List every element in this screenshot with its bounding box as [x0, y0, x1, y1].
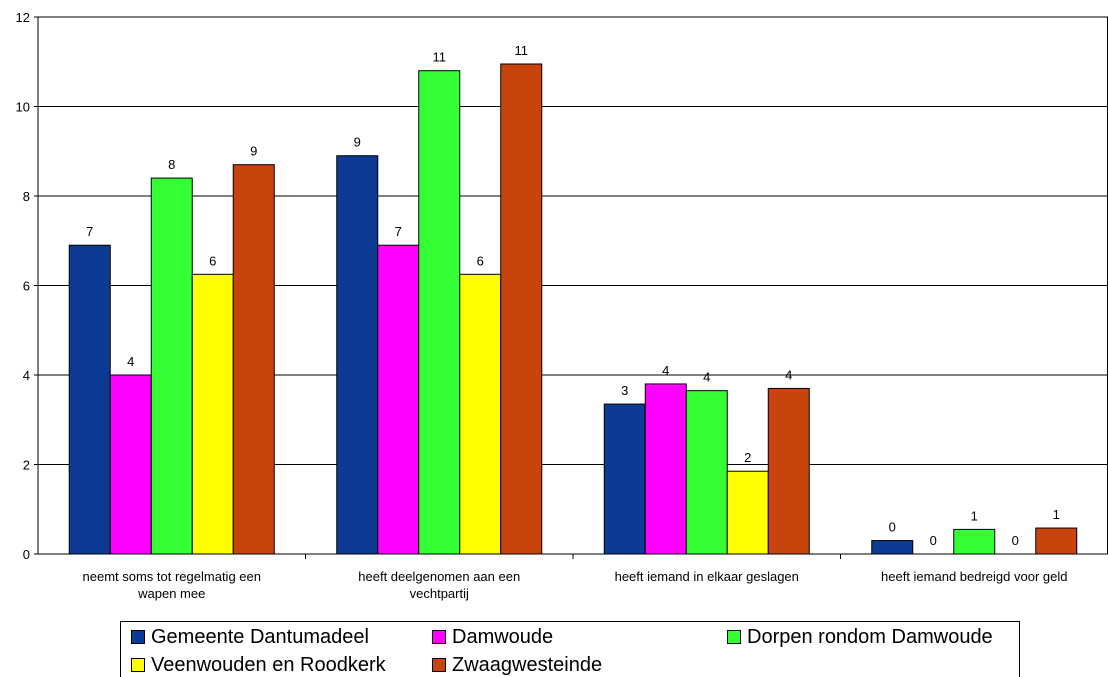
data-label: 0 — [1012, 533, 1019, 548]
category-labels: neemt soms tot regelmatig een wapen mee he… — [83, 554, 1067, 601]
data-label: 1 — [971, 508, 978, 523]
data-label: 9 — [354, 135, 361, 150]
bar — [767, 387, 810, 555]
data-label: 6 — [209, 253, 216, 268]
legend-item-zwaagwesteinde: Zwaagwesteinde — [432, 653, 602, 677]
legend-item-veenwouden-en-roodkerk: Veenwouden en Roodkerk — [131, 653, 386, 677]
legend-swatch — [727, 630, 741, 644]
data-label: 1 — [1053, 507, 1060, 522]
legend-swatch — [131, 630, 145, 644]
data-label: 9 — [250, 144, 257, 159]
legend-label: Dorpen rondom Damwoude — [747, 625, 993, 648]
data-label: 8 — [168, 157, 175, 172]
y-tick-label: 0 — [23, 547, 30, 562]
bar — [191, 273, 234, 555]
legend-swatch — [432, 630, 446, 644]
data-label: 11 — [433, 50, 447, 65]
y-tick-label: 10 — [16, 100, 30, 115]
category-label: heeft iemand in elkaar geslagen — [615, 569, 799, 584]
legend-swatch — [131, 658, 145, 672]
data-label: 6 — [477, 253, 484, 268]
data-label: 4 — [662, 363, 669, 378]
data-label: 7 — [395, 224, 402, 239]
legend-swatch — [432, 658, 446, 672]
bar — [953, 528, 996, 555]
y-tick-labels: 0 2 4 6 8 10 12 — [16, 10, 38, 562]
y-tick-label: 6 — [23, 279, 30, 294]
data-label: 2 — [744, 450, 751, 465]
bar — [377, 244, 420, 555]
bar — [644, 383, 687, 555]
bar — [603, 403, 646, 555]
legend-label: Gemeente Dantumadeel — [151, 625, 369, 648]
bar — [1035, 527, 1078, 555]
bar — [418, 70, 461, 555]
bar — [459, 273, 502, 555]
category-label: vechtpartij — [410, 586, 469, 601]
bar — [726, 470, 769, 555]
legend-label: Veenwouden en Roodkerk — [151, 653, 386, 676]
bar — [68, 244, 111, 555]
category-label: neemt soms tot regelmatig een — [83, 569, 261, 584]
data-label: 3 — [621, 383, 628, 398]
data-label: 0 — [930, 533, 937, 548]
y-tick-label: 12 — [16, 10, 30, 25]
data-labels: 7 4 8 6 9 9 7 11 6 11 3 4 4 2 4 0 0 1 0 1 — [86, 43, 1060, 548]
data-label: 4 — [785, 367, 792, 382]
y-tick-label: 8 — [23, 189, 30, 204]
bars — [68, 63, 1078, 555]
bar — [500, 63, 543, 555]
category-label: wapen mee — [137, 586, 205, 601]
bar — [336, 155, 379, 555]
data-label: 0 — [889, 520, 896, 535]
legend-item-damwoude: Damwoude — [432, 625, 553, 649]
data-label: 4 — [127, 354, 134, 369]
data-label: 4 — [703, 370, 710, 385]
y-tick-label: 4 — [23, 368, 30, 383]
bar — [150, 177, 193, 555]
data-label: 7 — [86, 224, 93, 239]
bar — [871, 540, 914, 555]
legend: Gemeente Dantumadeel Damwoude Dorpen ron… — [120, 621, 1020, 677]
bar — [109, 374, 152, 555]
legend-label: Zwaagwesteinde — [452, 653, 603, 676]
category-label: heeft iemand bedreigd voor geld — [881, 569, 1067, 584]
bar — [232, 164, 275, 555]
data-label: 11 — [515, 43, 529, 58]
bar — [685, 390, 728, 555]
y-tick-label: 2 — [23, 458, 30, 473]
category-label: heeft deelgenomen aan een — [358, 569, 520, 584]
legend-label: Damwoude — [452, 625, 554, 648]
legend-item-dorpen-rondom-damwoude: Dorpen rondom Damwoude — [727, 625, 993, 649]
legend-item-gemeente-dantumadeel: Gemeente Dantumadeel — [131, 625, 369, 649]
